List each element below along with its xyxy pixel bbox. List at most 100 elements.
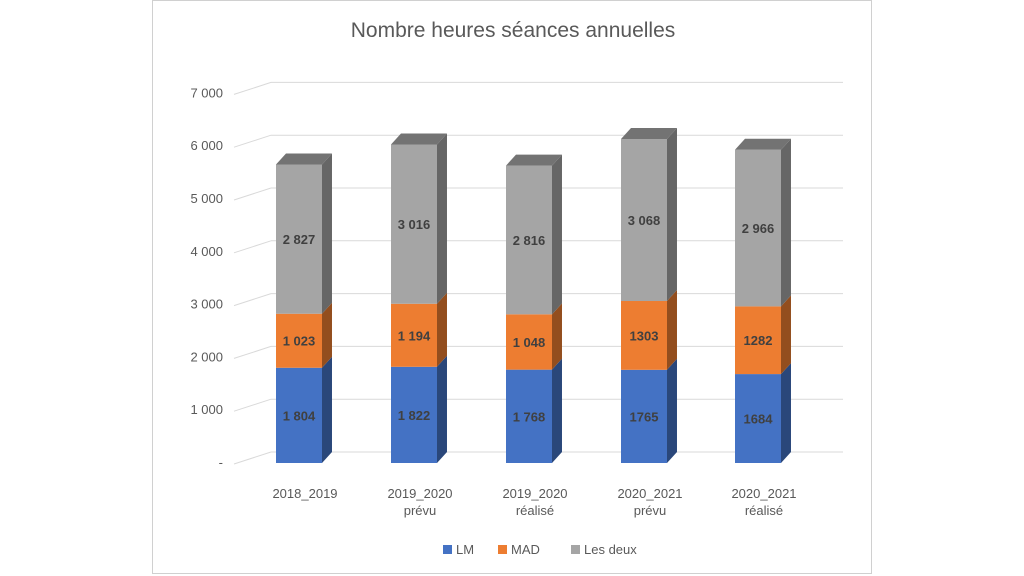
x-tick-line: prévu [634,503,667,518]
data-label: 1 822 [398,408,431,423]
bar-segment: 1 804 [276,356,332,463]
bar-front [276,313,322,368]
chart-svg: Nombre heures séances annuelles - 1 000 2 … [190,19,843,557]
data-label: 1 804 [283,408,316,423]
x-tick-line: réalisé [745,503,783,518]
legend-item: LM [443,542,474,557]
bar-top [735,138,791,150]
bar-front [276,367,322,463]
bars: 1 804 1 023 2 827 1 822 1 194 3 016 1 768 1 048… [276,128,791,463]
bar-side [437,292,447,367]
bar-front [391,303,437,367]
bar-top [506,154,562,166]
x-tick-line: 2020_2021 [617,486,682,501]
bar-front [391,144,437,304]
x-tick-label: 2019_2020 prévu [387,486,452,518]
x-tick-label: 2020_2021 réalisé [731,486,796,518]
bar-front [276,164,322,314]
legend-item: MAD [498,542,540,557]
y-tick-label: 1 000 [190,402,223,417]
y-tick-label: 3 000 [190,297,223,312]
y-tick-label: - [219,455,223,470]
data-label: 1 023 [283,334,316,349]
bar-front [391,366,437,463]
bar-segment: 3 068 [621,128,677,302]
bar-side [322,302,332,368]
data-label: 1 194 [398,328,431,343]
data-label: 1 768 [513,409,546,424]
bar-front [621,139,667,302]
x-tick-line: 2019_2020 [502,486,567,501]
bar-side [552,358,562,463]
bar-side [322,153,332,314]
bar-segment: 1684 [735,363,791,463]
legend-swatch [571,545,580,554]
x-tick-line: réalisé [516,503,554,518]
bar-side [667,358,677,463]
gridline-floor-0 [233,451,272,465]
data-label: 2 966 [742,221,775,236]
bar-front [506,369,552,463]
bar-top [621,128,677,140]
bar-front [621,369,667,463]
x-tick-label: 2018_2019 [272,486,337,501]
bar-side [781,138,791,307]
x-tick-line: 2019_2020 [387,486,452,501]
bar-segment: 1 023 [276,302,332,368]
data-label: 1282 [744,333,773,348]
chart-title: Nombre heures séances annuelles [351,19,676,42]
bar-front [735,306,781,375]
bar-side [781,295,791,375]
legend-swatch [443,545,452,554]
x-tick-line: 2020_2021 [731,486,796,501]
bar-segment: 1303 [621,290,677,370]
bar-segment: 1765 [621,358,677,463]
bar-segment: 3 016 [391,133,447,304]
legend-item: Les deux [571,542,637,557]
bar-side [322,356,332,463]
bar-segment: 2 816 [506,154,562,315]
x-tick-line: 2018_2019 [272,486,337,501]
y-tick-label: 7 000 [190,85,223,100]
bar-side [437,355,447,463]
bar-segment: 2 966 [735,138,791,307]
gridline-floor-2 [233,345,272,359]
data-label: 1303 [630,328,659,343]
bar-front [506,165,552,315]
gridline-floor-7 [233,81,272,95]
bar-segment: 1 822 [391,355,447,463]
data-label: 2 827 [283,232,316,247]
data-label: 3 016 [398,217,431,232]
data-label: 2 816 [513,233,546,248]
x-tick-label: 2019_2020 réalisé [502,486,567,518]
legend-label: Les deux [584,542,637,557]
bar-side [552,154,562,315]
x-tick-label: 2020_2021 prévu [617,486,682,518]
bar-segment: 1 048 [506,303,562,370]
bar-segment: 1 768 [506,358,562,463]
bar-segment: 1 194 [391,292,447,367]
bar-front [506,314,552,370]
y-tick-label: 6 000 [190,138,223,153]
legend: LM MAD Les deux [443,542,637,557]
bar-top [276,153,332,165]
bar-top [391,133,447,145]
data-label: 1684 [744,412,774,427]
y-tick-label: 4 000 [190,244,223,259]
gridline-floor-5 [233,187,272,201]
data-label: 1765 [630,409,659,424]
bar-front [735,374,781,463]
y-tick-label: 5 000 [190,191,223,206]
y-axis-ticks: - 1 000 2 000 3 000 4 000 5 000 6 000 7 000 [190,85,223,470]
data-label: 1 048 [513,335,546,350]
data-label: 3 068 [628,213,661,228]
bar-side [781,363,791,463]
bar-segment: 2 827 [276,153,332,314]
gridline-floor-1 [233,398,272,412]
gridline-floor-3 [233,293,272,307]
bar-side [667,290,677,370]
legend-label: LM [456,542,474,557]
bar-side [667,128,677,302]
gridline-floor-6 [233,134,272,148]
legend-swatch [498,545,507,554]
